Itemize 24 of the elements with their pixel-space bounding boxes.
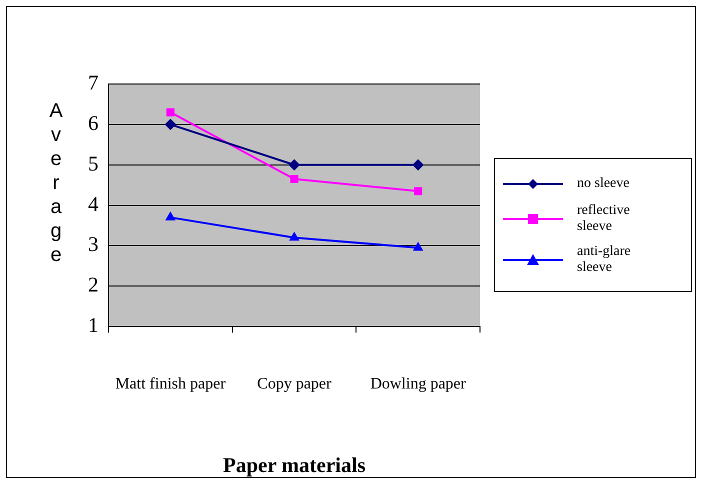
legend-label: anti-glare sleeve [576, 244, 632, 276]
point [166, 212, 176, 220]
y-tick-label: 5 [88, 151, 98, 176]
y-tick-label: 7 [88, 70, 98, 95]
y-tick-label: 6 [88, 110, 98, 135]
x-axis-title: Paper materials [223, 452, 366, 477]
point [413, 242, 423, 251]
y-tick-label: 1 [88, 313, 98, 338]
legend-label: reflective sleeve [576, 202, 631, 235]
point [166, 108, 174, 116]
point [290, 174, 298, 184]
y-tick-label: 3 [88, 232, 98, 256]
point [289, 232, 300, 241]
point [288, 159, 300, 170]
point [414, 187, 422, 196]
x-tick-label: Copy paper [257, 375, 332, 392]
x-tick-label: Dowling paper [370, 375, 467, 392]
point [164, 118, 176, 130]
y-tick-label: 4 [88, 192, 99, 216]
y-tick-label: 2 [88, 272, 98, 297]
legend-label: no sleeve [576, 176, 630, 192]
x-tick-label: Matt finish paper [115, 375, 226, 392]
y-axis-title: Average [44, 100, 67, 268]
point [412, 159, 424, 170]
